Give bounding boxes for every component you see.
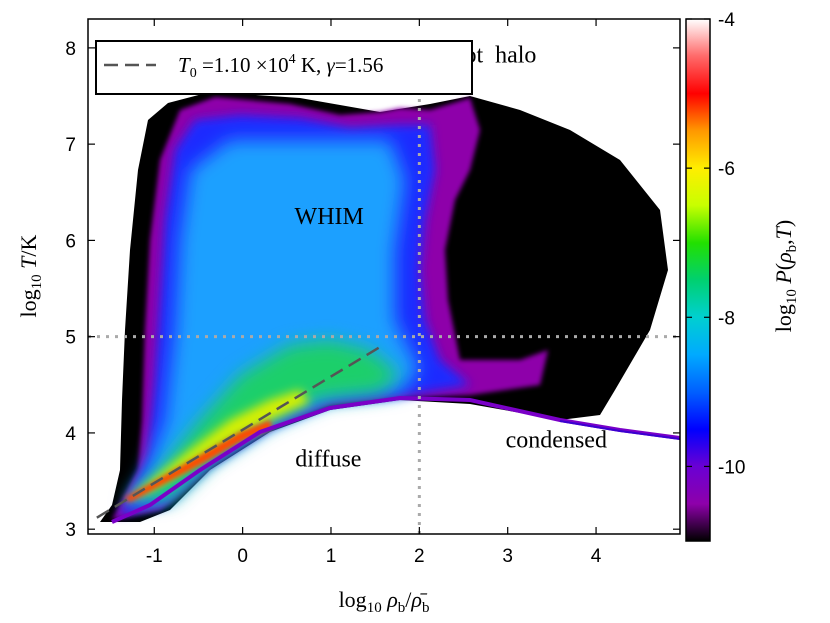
colorbar-tick-label: -10 [718,457,745,478]
y-tick-label: 4 [65,424,76,445]
region-label: diffuse [295,447,361,473]
y-tick-label: 5 [65,328,76,349]
x-axis-label: log10 ρb/ρ̄b [339,587,430,616]
colorbar [685,18,711,542]
density-map [100,92,680,524]
y-tick-label: 7 [65,135,76,156]
density-layer-cyan [125,140,420,505]
y-axis-label: log10 T/K [16,234,45,317]
y-ticks: 3 4 5 6 7 8 [65,39,680,541]
fit-line [96,346,381,519]
x-ticks: -1 0 1 2 3 4 [146,19,602,567]
y-tick-label: 8 [65,39,76,60]
legend-box [95,40,473,95]
y-tick-label: 3 [65,520,76,541]
colorbar-tick-label: -8 [718,308,735,329]
colorbar-tick-label: -6 [718,159,735,180]
colorbar-ticks: -4 -6 -8 -10 [686,10,745,478]
density-layer-core [125,420,272,502]
colorbar-label: log10 P(ρb,T) [771,220,800,333]
x-tick-label: 0 [237,546,248,567]
x-tick-label: 2 [414,546,425,567]
legend: T0 =1.10 ×104 K, γ=1.56 [95,40,473,95]
region-label: WHIM [295,204,364,230]
x-tick-label: 4 [591,546,602,567]
x-tick-label: -1 [146,546,163,567]
legend-label: T0 =1.10 ×104 K, γ=1.56 [178,52,383,81]
region-label: condensed [506,427,607,453]
x-tick-label: 1 [326,546,337,567]
colorbar-tick-label: -4 [718,10,735,31]
axes-frame [87,18,681,535]
y-tick-label: 6 [65,231,76,252]
x-tick-label: 3 [502,546,513,567]
density-lower-edge-thin [559,420,680,440]
